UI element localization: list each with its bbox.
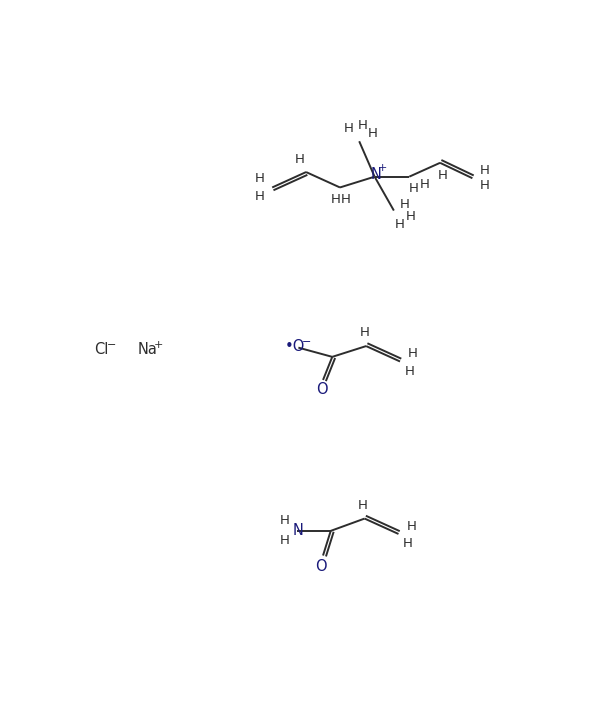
Text: H: H xyxy=(420,178,430,191)
Text: O: O xyxy=(315,559,327,574)
Text: H: H xyxy=(406,210,416,223)
Text: +: + xyxy=(153,339,163,349)
Text: H: H xyxy=(341,193,351,206)
Text: H: H xyxy=(280,534,289,547)
Text: H: H xyxy=(395,218,405,231)
Text: H: H xyxy=(255,172,265,185)
Text: Na: Na xyxy=(137,341,158,357)
Text: H: H xyxy=(408,347,418,360)
Text: H: H xyxy=(403,537,413,550)
Text: H: H xyxy=(368,127,378,140)
Text: H: H xyxy=(438,169,448,182)
Text: +: + xyxy=(378,163,387,173)
Text: H: H xyxy=(255,190,265,203)
Text: H: H xyxy=(343,122,353,135)
Text: H: H xyxy=(405,365,414,378)
Text: −: − xyxy=(302,337,311,347)
Text: H: H xyxy=(480,164,490,177)
Text: H: H xyxy=(400,198,409,211)
Text: H: H xyxy=(330,193,340,206)
Text: N: N xyxy=(293,523,304,537)
Text: •O: •O xyxy=(285,339,305,355)
Text: −: − xyxy=(107,339,116,349)
Text: H: H xyxy=(295,153,305,166)
Text: H: H xyxy=(480,179,490,192)
Text: H: H xyxy=(358,499,368,512)
Text: H: H xyxy=(280,513,289,526)
Text: H: H xyxy=(357,119,367,132)
Text: O: O xyxy=(316,382,327,397)
Text: H: H xyxy=(406,520,416,533)
Text: H: H xyxy=(360,326,370,339)
Text: N: N xyxy=(371,167,381,182)
Text: H: H xyxy=(409,183,419,196)
Text: Cl: Cl xyxy=(94,341,109,357)
